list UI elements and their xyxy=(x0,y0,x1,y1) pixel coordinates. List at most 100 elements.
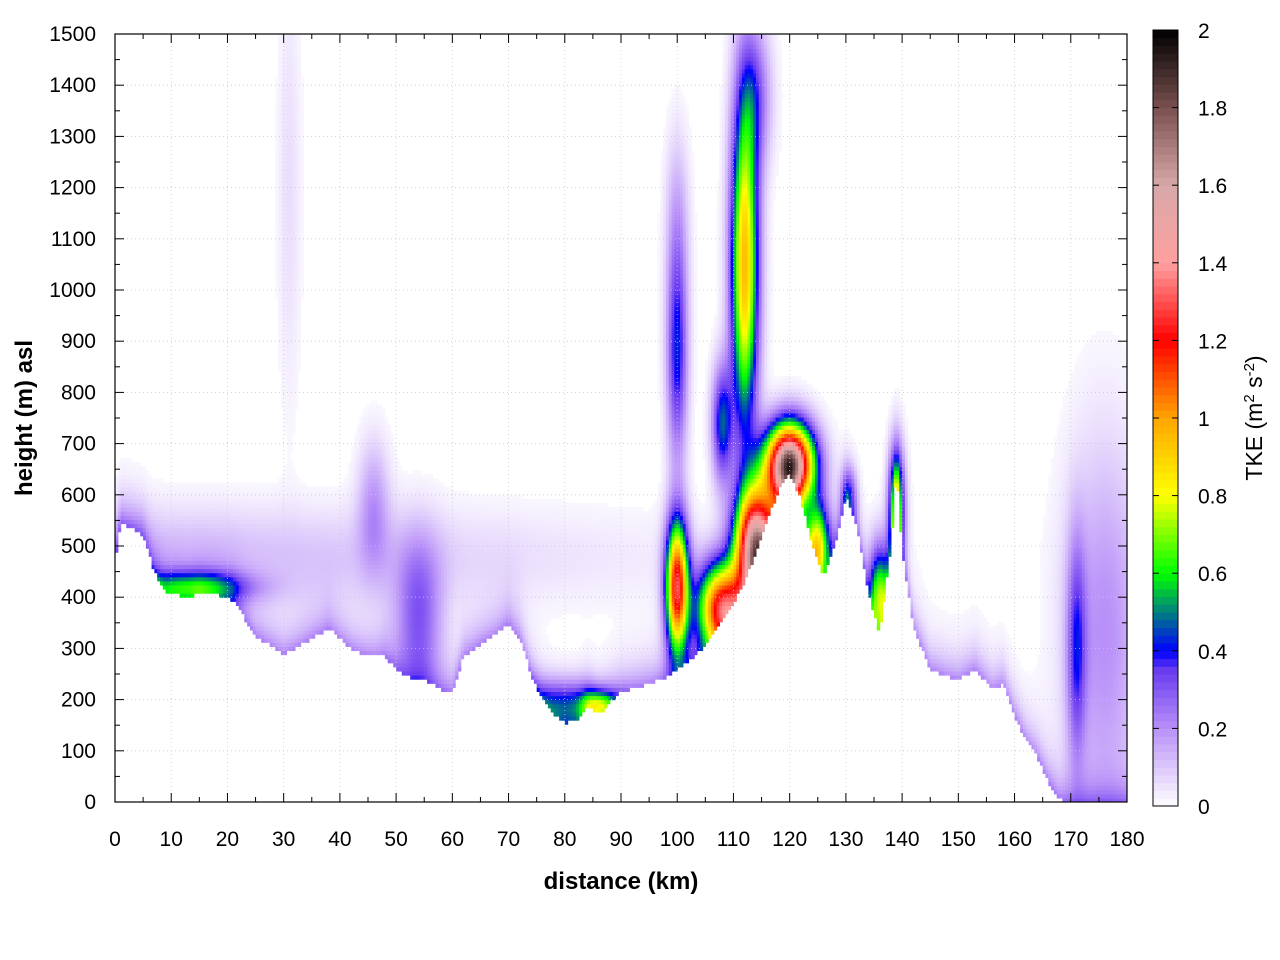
heat-cell xyxy=(179,556,184,561)
heat-cell xyxy=(297,642,302,647)
heat-cell xyxy=(115,490,119,496)
heat-cell xyxy=(134,519,139,525)
heat-cell xyxy=(238,556,243,561)
heat-cell xyxy=(233,498,237,504)
heat-cell xyxy=(190,527,195,533)
heat-cell xyxy=(275,552,279,557)
heat-cell xyxy=(278,277,282,283)
heat-cell xyxy=(278,273,282,279)
heat-cell xyxy=(224,560,229,566)
heat-cell xyxy=(165,535,170,541)
heat-cell xyxy=(294,384,299,389)
heat-cell xyxy=(230,580,234,586)
heat-cell xyxy=(224,527,229,533)
heat-cell xyxy=(238,486,243,492)
heat-cell xyxy=(266,498,271,504)
heat-cell xyxy=(258,531,262,537)
heat-cell xyxy=(207,556,212,561)
heat-cell xyxy=(241,535,245,541)
heat-cell xyxy=(174,494,178,500)
heat-cell xyxy=(157,507,161,512)
heat-cell xyxy=(275,548,279,553)
heat-cell xyxy=(280,646,285,652)
heat-cell xyxy=(280,384,285,389)
heat-cell xyxy=(230,494,234,500)
heat-cell xyxy=(182,531,186,537)
heat-cell xyxy=(275,158,279,164)
heat-cell xyxy=(275,494,279,500)
heat-cell xyxy=(171,531,175,537)
heat-cell xyxy=(179,502,184,508)
heat-cell xyxy=(297,343,302,348)
heat-cell xyxy=(280,482,285,488)
heat-cell xyxy=(280,113,285,119)
heat-cell xyxy=(283,572,288,578)
heat-cell xyxy=(266,617,271,623)
heat-cell xyxy=(297,335,302,340)
heat-cell xyxy=(202,502,206,508)
heat-cell xyxy=(278,249,282,254)
heat-cell xyxy=(275,122,279,127)
heat-cell xyxy=(280,404,285,410)
heat-cell xyxy=(258,580,262,586)
heat-cell xyxy=(244,548,248,553)
heat-cell xyxy=(235,494,240,500)
heat-cell xyxy=(278,482,282,488)
heat-cell xyxy=(275,486,279,492)
heat-cell xyxy=(300,77,304,82)
heat-cell xyxy=(174,511,178,516)
heat-cell xyxy=(188,584,192,590)
heat-cell xyxy=(171,548,175,553)
heat-cell xyxy=(275,269,279,275)
heat-cell xyxy=(168,486,172,492)
heat-cell xyxy=(199,490,203,496)
heat-cell xyxy=(227,576,231,582)
heat-cell xyxy=(252,519,257,525)
heat-cell xyxy=(216,572,220,578)
heat-cell xyxy=(219,580,223,586)
heat-cell xyxy=(300,273,304,279)
heat-cell xyxy=(278,228,282,234)
heat-cell xyxy=(272,613,276,619)
heat-cell xyxy=(280,228,285,234)
heat-cell xyxy=(233,580,237,586)
heat-cell xyxy=(300,191,304,197)
heat-cell xyxy=(261,515,265,520)
heat-cell xyxy=(280,572,285,578)
heat-cell xyxy=(182,560,186,566)
heat-cell xyxy=(283,388,288,393)
heat-cell xyxy=(275,187,279,193)
heat-cell xyxy=(185,494,189,500)
heat-cell xyxy=(154,502,158,508)
heat-cell xyxy=(269,568,274,574)
heat-cell xyxy=(179,527,184,533)
heat-cell xyxy=(221,556,226,561)
heat-cell xyxy=(300,126,304,131)
heat-cell xyxy=(266,560,271,566)
heat-cell xyxy=(235,556,240,561)
heat-cell xyxy=(249,621,254,627)
heat-cell xyxy=(249,552,254,557)
heat-cell xyxy=(278,523,282,529)
heat-cell xyxy=(238,511,243,516)
heat-cell xyxy=(185,543,189,549)
heat-cell xyxy=(216,535,220,541)
heat-cell xyxy=(269,572,274,578)
heat-cell xyxy=(261,535,265,541)
heat-cell xyxy=(185,572,189,578)
heat-cell xyxy=(126,502,130,508)
heat-cell xyxy=(255,535,259,541)
heat-cell xyxy=(275,285,279,291)
heat-cell xyxy=(278,56,282,62)
heat-cell xyxy=(275,154,279,160)
heat-cell xyxy=(275,179,279,185)
heat-cell xyxy=(283,629,288,635)
heat-cell xyxy=(210,556,214,561)
heat-cell xyxy=(275,146,279,152)
heat-cell xyxy=(190,494,195,500)
heat-cell xyxy=(266,601,271,606)
heat-cell xyxy=(269,605,274,611)
heat-cell xyxy=(148,498,153,504)
heat-cell xyxy=(204,486,209,492)
heat-cell xyxy=(168,568,172,574)
